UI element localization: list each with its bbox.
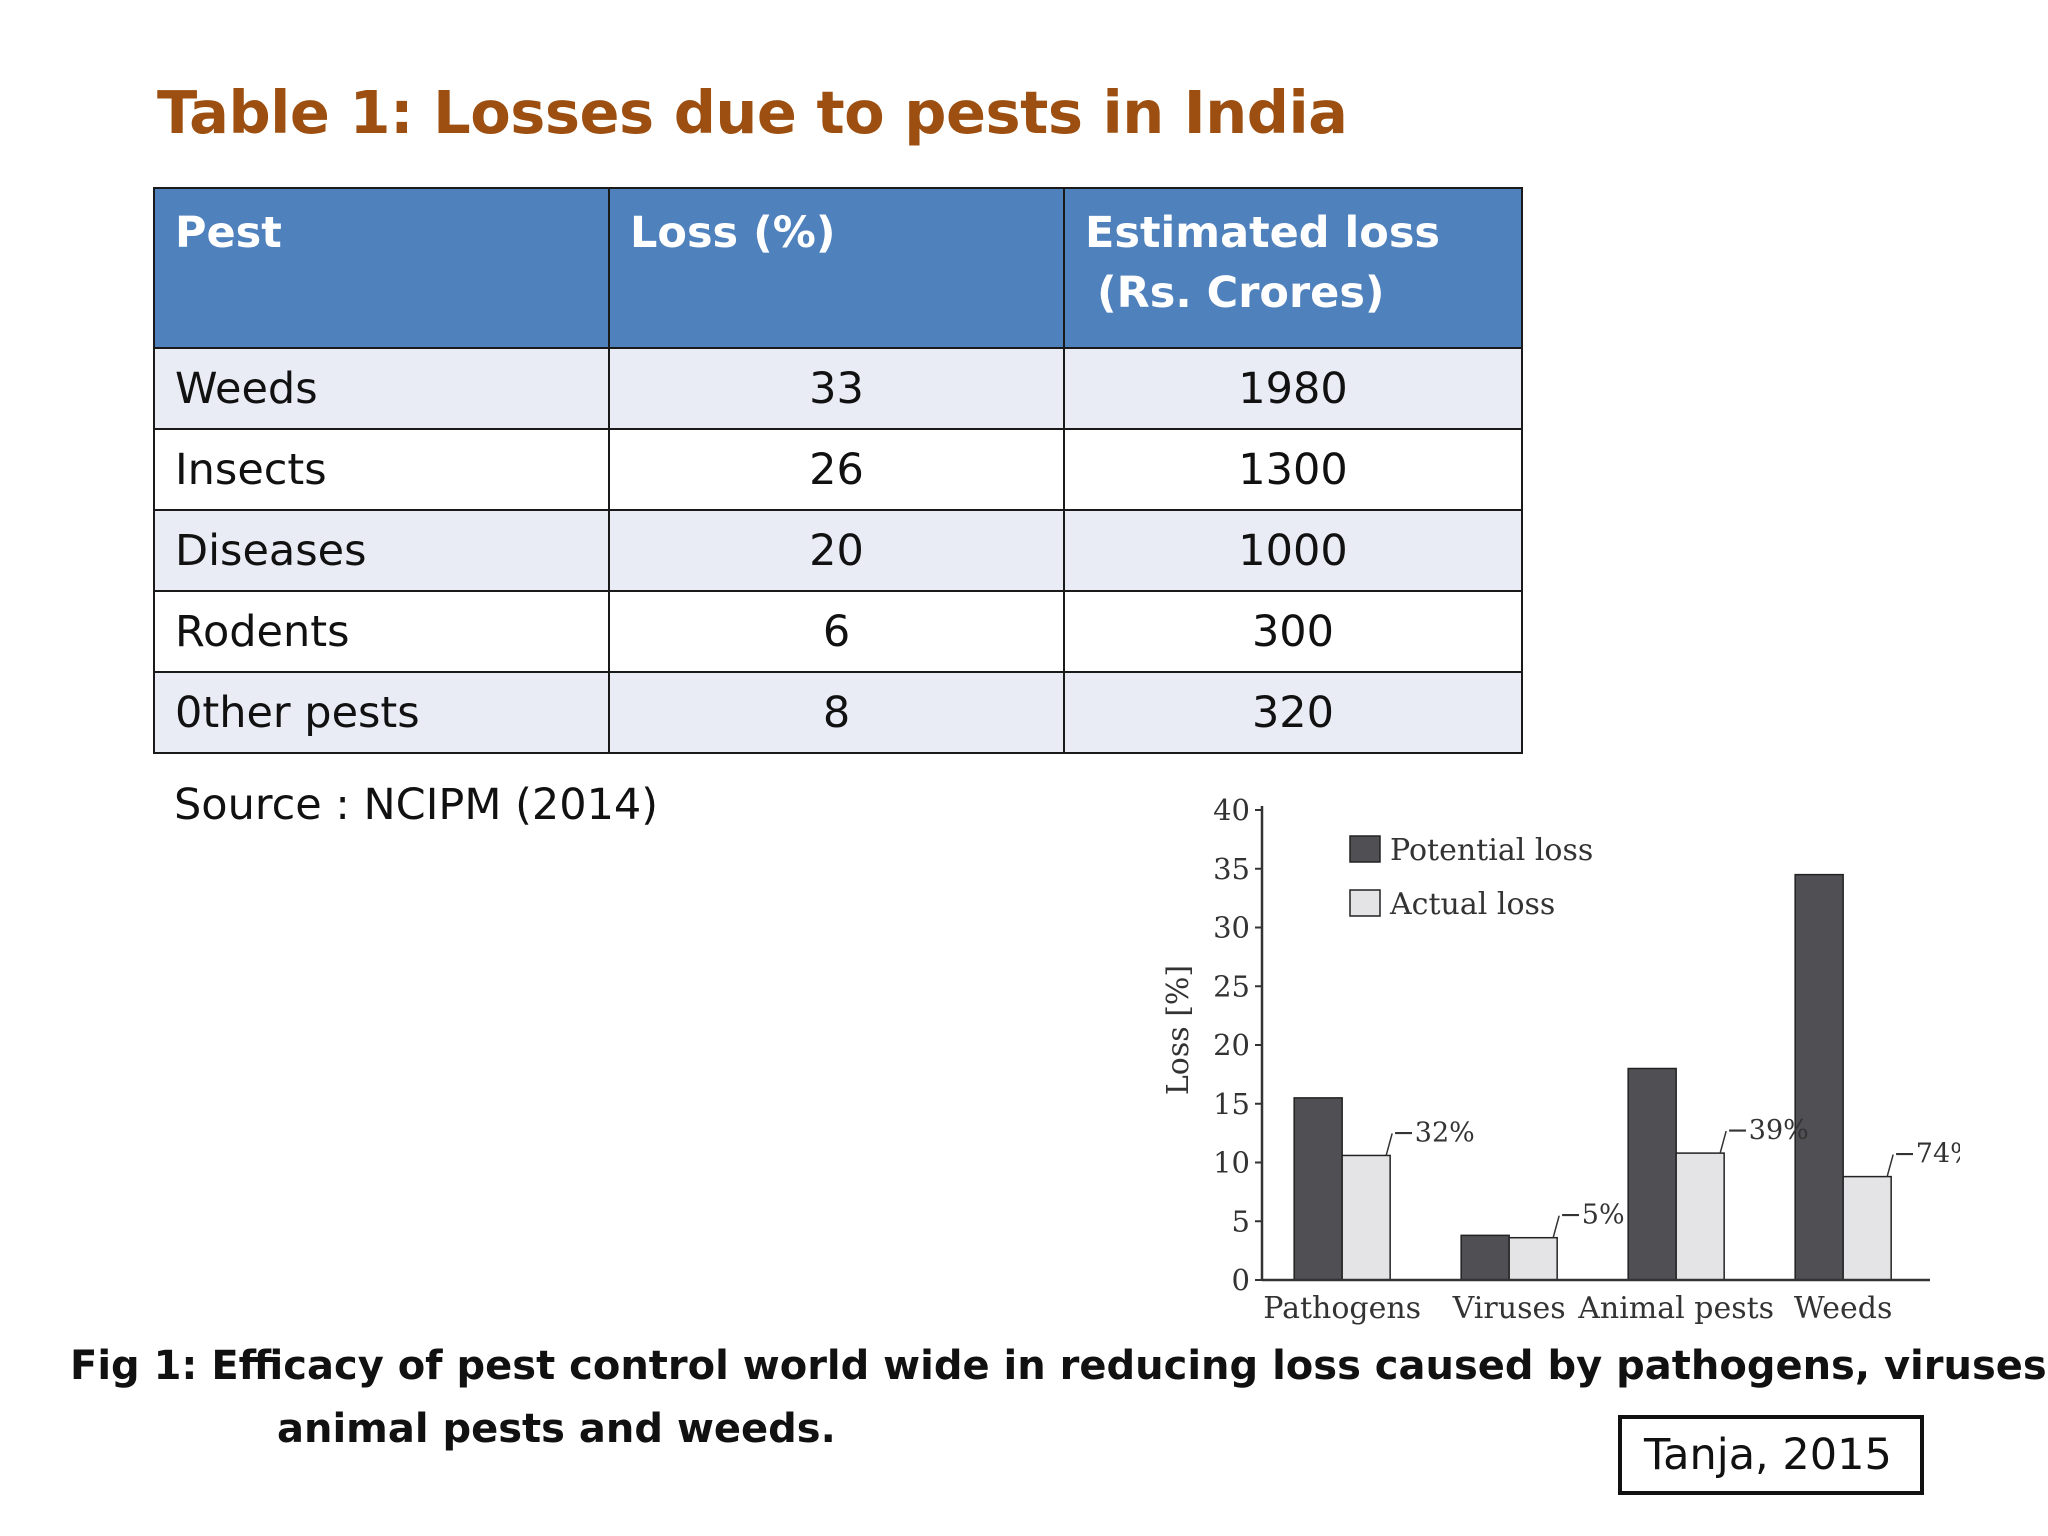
bar-actual-loss: [1675, 1152, 1725, 1281]
bar-actual-loss: [1341, 1154, 1391, 1281]
legend-swatch: [1349, 835, 1381, 863]
header-pest: Pest: [153, 187, 610, 349]
table-row: Insects 26 1300: [153, 428, 1523, 511]
category-labels: −32% Pathogens −5% Viruses −39% Animal pests −…: [1263, 1115, 1960, 1326]
bar-potential-loss: [1794, 873, 1844, 1281]
citation-box: Tanja, 2015: [1618, 1415, 1924, 1495]
bar-potential-loss: [1293, 1097, 1343, 1281]
bars: [1293, 873, 1892, 1281]
bar-actual-loss: [1842, 1175, 1892, 1281]
loss-bar-chart: 0 5 10 15 20 25 30 35 40 −32% Pathogens −5% Viruses…: [1161, 793, 1960, 1326]
y-tick-label: 0: [1232, 1263, 1250, 1297]
bar-annotation: −39%: [1726, 1115, 1809, 1146]
annotation-leader: [1886, 1154, 1894, 1177]
cell-loss: 20: [608, 509, 1065, 592]
pest-loss-table: Pest Loss (%) Estimated loss (Rs. Crores…: [153, 187, 1523, 754]
cell-loss: 6: [608, 590, 1065, 673]
table-header-row: Pest Loss (%) Estimated loss (Rs. Crores…: [153, 187, 1523, 349]
bar-actual-loss: [1508, 1236, 1558, 1281]
cell-pest: Weeds: [153, 347, 610, 430]
y-tick-label: 10: [1213, 1146, 1250, 1180]
legend-label: Actual loss: [1389, 887, 1555, 922]
legend-swatch: [1349, 889, 1381, 917]
slide-title: Table 1: Losses due to pests in India: [157, 78, 1348, 147]
annotation-leader: [1385, 1133, 1393, 1156]
table-row: Weeds 33 1980: [153, 347, 1523, 430]
bar-potential-loss: [1627, 1067, 1677, 1281]
y-tick-label: 30: [1213, 911, 1250, 945]
y-tick-label: 20: [1213, 1028, 1250, 1062]
figure-caption: Fig 1: Efficacy of pest control world wi…: [70, 1343, 2048, 1389]
category-label: Viruses: [1452, 1291, 1566, 1326]
cell-estimated: 320: [1063, 671, 1523, 754]
table-row: Rodents 6 300: [153, 590, 1523, 673]
figure-caption-continued: animal pests and weeds.: [277, 1406, 836, 1452]
legend-label: Potential loss: [1390, 833, 1593, 868]
bar-potential-loss: [1460, 1234, 1510, 1281]
annotation-leader: [1719, 1130, 1727, 1154]
category-label: Animal pests: [1577, 1291, 1774, 1326]
category-label: Weeds: [1794, 1291, 1893, 1326]
y-tick-label: 15: [1213, 1087, 1250, 1121]
header-estimated-loss: Estimated loss (Rs. Crores): [1063, 187, 1523, 349]
cell-pest: Insects: [153, 428, 610, 511]
bar-annotation: −5%: [1559, 1200, 1624, 1231]
y-tick-label: 5: [1232, 1204, 1250, 1238]
cell-estimated: 1300: [1063, 428, 1523, 511]
cell-loss: 26: [608, 428, 1065, 511]
bar-annotation: −74%: [1893, 1139, 1960, 1170]
cell-loss: 8: [608, 671, 1065, 754]
y-tick-label: 35: [1213, 852, 1250, 886]
cell-estimated: 300: [1063, 590, 1523, 673]
category-label: Pathogens: [1263, 1291, 1421, 1326]
legend: Potential loss Actual loss: [1349, 833, 1593, 922]
bar-annotation: −32%: [1392, 1117, 1475, 1148]
cell-loss: 33: [608, 347, 1065, 430]
cell-estimated: 1980: [1063, 347, 1523, 430]
cell-estimated: 1000: [1063, 509, 1523, 592]
cell-pest: 0ther pests: [153, 671, 610, 754]
y-tick-label: 25: [1213, 969, 1250, 1003]
y-axis-ticks: 0 5 10 15 20 25 30 35 40: [1213, 793, 1262, 1297]
table-row: 0ther pests 8 320: [153, 671, 1523, 754]
y-tick-label: 40: [1213, 793, 1250, 827]
y-axis-label: Loss [%]: [1161, 965, 1196, 1095]
cell-pest: Diseases: [153, 509, 610, 592]
table-source: Source : NCIPM (2014): [174, 780, 659, 830]
header-loss: Loss (%): [608, 187, 1065, 349]
cell-pest: Rodents: [153, 590, 610, 673]
table-row: Diseases 20 1000: [153, 509, 1523, 592]
annotation-leader: [1552, 1215, 1560, 1238]
